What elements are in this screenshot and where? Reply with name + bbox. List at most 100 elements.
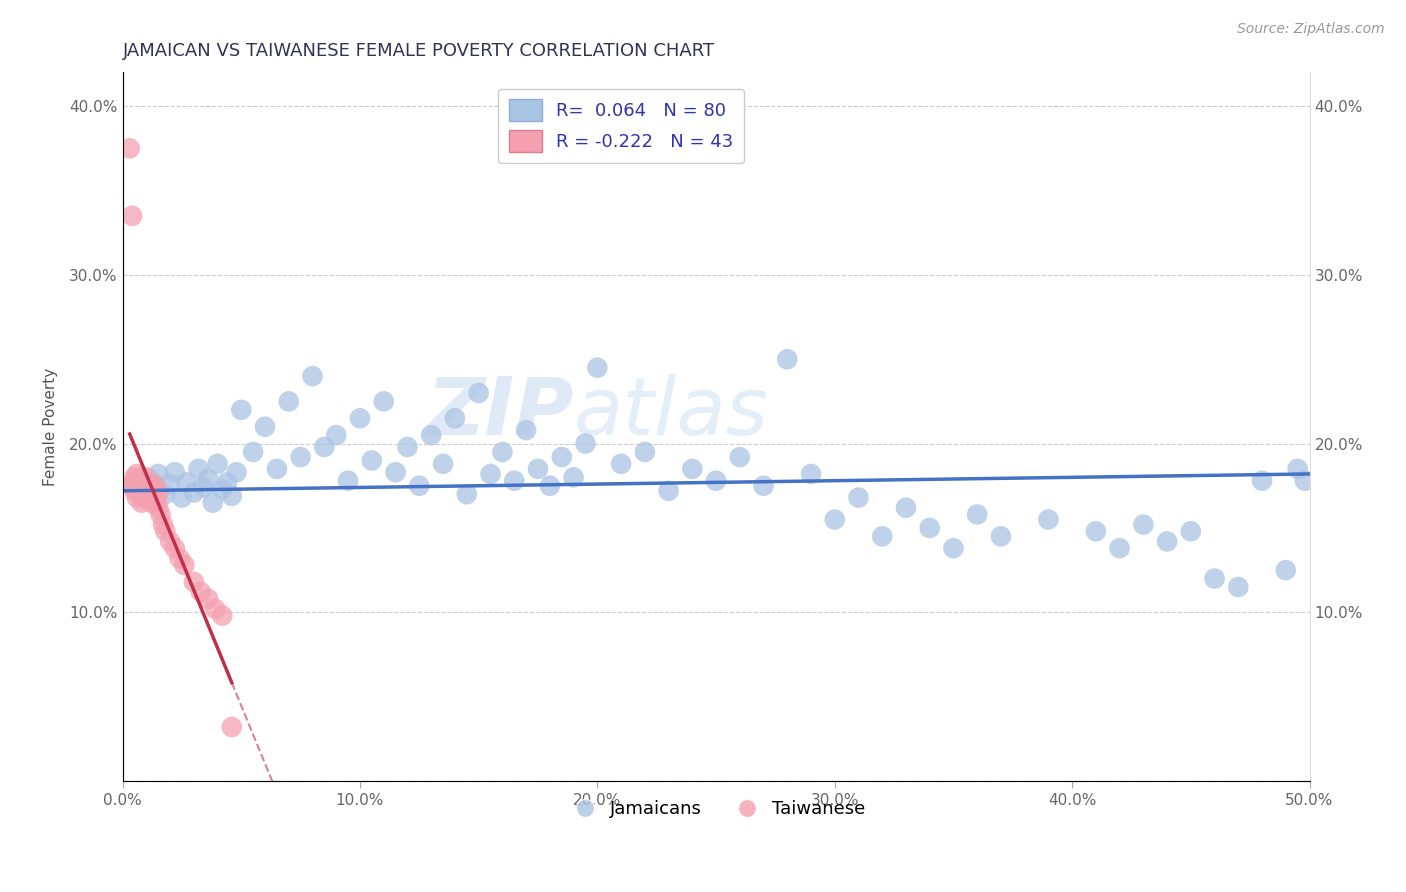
Point bbox=[301, 369, 323, 384]
Point bbox=[221, 489, 243, 503]
Point bbox=[870, 529, 893, 543]
Point bbox=[384, 465, 406, 479]
Point bbox=[139, 474, 162, 488]
Point bbox=[131, 495, 153, 509]
Point bbox=[125, 491, 148, 505]
Point bbox=[337, 474, 360, 488]
Point bbox=[128, 487, 150, 501]
Point bbox=[966, 508, 988, 522]
Point bbox=[125, 479, 148, 493]
Point bbox=[135, 479, 157, 493]
Point bbox=[1227, 580, 1250, 594]
Point bbox=[131, 474, 153, 488]
Point bbox=[538, 479, 561, 493]
Point bbox=[420, 428, 443, 442]
Point bbox=[139, 479, 162, 493]
Point bbox=[1294, 474, 1316, 488]
Point bbox=[1251, 474, 1274, 488]
Point bbox=[800, 467, 823, 481]
Point bbox=[551, 450, 574, 464]
Point bbox=[138, 483, 160, 498]
Point bbox=[1274, 563, 1296, 577]
Point bbox=[225, 465, 247, 479]
Point bbox=[467, 386, 489, 401]
Point bbox=[918, 521, 941, 535]
Point bbox=[681, 462, 703, 476]
Point bbox=[586, 360, 609, 375]
Text: Source: ZipAtlas.com: Source: ZipAtlas.com bbox=[1237, 22, 1385, 37]
Point bbox=[396, 440, 419, 454]
Point bbox=[135, 470, 157, 484]
Y-axis label: Female Poverty: Female Poverty bbox=[44, 368, 58, 486]
Point bbox=[173, 558, 195, 572]
Point bbox=[197, 591, 219, 606]
Point bbox=[183, 574, 205, 589]
Point bbox=[562, 470, 585, 484]
Point bbox=[242, 445, 264, 459]
Point bbox=[444, 411, 467, 425]
Point bbox=[163, 541, 186, 556]
Point bbox=[824, 512, 846, 526]
Point bbox=[704, 474, 727, 488]
Point bbox=[491, 445, 513, 459]
Point bbox=[132, 491, 155, 505]
Point bbox=[1286, 462, 1309, 476]
Point bbox=[527, 462, 550, 476]
Point bbox=[201, 495, 224, 509]
Point bbox=[1204, 572, 1226, 586]
Point bbox=[314, 440, 336, 454]
Point bbox=[124, 479, 146, 493]
Point bbox=[155, 487, 177, 501]
Point bbox=[894, 500, 917, 515]
Point bbox=[776, 352, 799, 367]
Point bbox=[135, 483, 157, 498]
Point bbox=[1108, 541, 1130, 556]
Point bbox=[138, 491, 160, 505]
Point bbox=[183, 485, 205, 500]
Point bbox=[159, 477, 181, 491]
Point bbox=[373, 394, 395, 409]
Legend: Jamaicans, Taiwanese: Jamaicans, Taiwanese bbox=[560, 793, 873, 825]
Point bbox=[848, 491, 870, 505]
Point bbox=[121, 479, 143, 493]
Point bbox=[408, 479, 430, 493]
Point bbox=[118, 141, 141, 155]
Point bbox=[145, 479, 167, 493]
Point bbox=[128, 474, 150, 488]
Point bbox=[152, 517, 174, 532]
Point bbox=[207, 457, 229, 471]
Point bbox=[634, 445, 657, 459]
Point bbox=[211, 608, 233, 623]
Point bbox=[728, 450, 751, 464]
Point bbox=[1038, 512, 1060, 526]
Point bbox=[1156, 534, 1178, 549]
Point bbox=[253, 419, 276, 434]
Point bbox=[204, 602, 226, 616]
Point bbox=[574, 436, 596, 450]
Point bbox=[290, 450, 312, 464]
Point bbox=[211, 482, 233, 496]
Point bbox=[131, 470, 153, 484]
Point bbox=[169, 551, 191, 566]
Point bbox=[942, 541, 965, 556]
Point bbox=[231, 402, 253, 417]
Text: ZIP: ZIP bbox=[426, 374, 574, 451]
Point bbox=[503, 474, 526, 488]
Point bbox=[159, 534, 181, 549]
Point bbox=[170, 491, 193, 505]
Point bbox=[124, 483, 146, 498]
Point bbox=[221, 720, 243, 734]
Point bbox=[190, 585, 212, 599]
Point bbox=[479, 467, 502, 481]
Point bbox=[155, 524, 177, 539]
Point bbox=[128, 479, 150, 493]
Point bbox=[456, 487, 478, 501]
Point bbox=[142, 483, 165, 498]
Point bbox=[148, 500, 170, 515]
Point bbox=[121, 209, 143, 223]
Point bbox=[325, 428, 347, 442]
Point bbox=[135, 487, 157, 501]
Point bbox=[193, 480, 215, 494]
Point bbox=[1180, 524, 1202, 539]
Point bbox=[266, 462, 288, 476]
